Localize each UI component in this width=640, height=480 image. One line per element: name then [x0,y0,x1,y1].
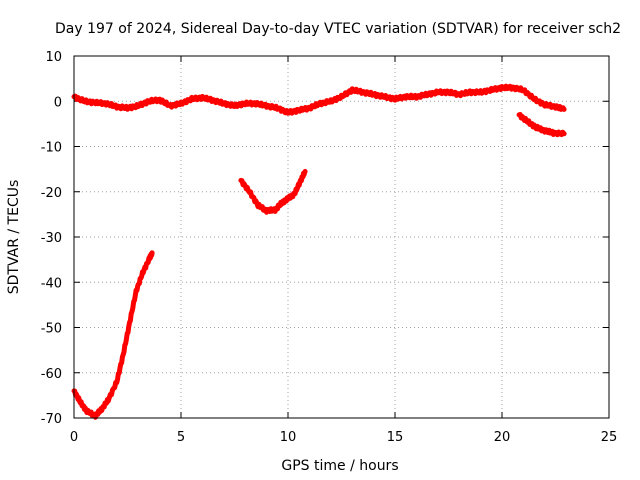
y-tick-label: -70 [41,412,62,427]
y-tick-label: -40 [41,276,62,291]
plot-frame [73,55,610,419]
series-line-track-4 [516,112,567,138]
y-tick-label: 0 [54,95,62,110]
series-line-track-2 [71,83,567,116]
y-tick-label: -60 [41,367,62,382]
series-line-track-1 [71,250,155,420]
y-tick-label: -20 [41,186,62,201]
chart-title: Day 197 of 2024, Sidereal Day-to-day VTE… [55,21,621,37]
x-tick-label: 5 [177,430,185,445]
y-tick-label: -10 [41,141,62,156]
series-line-track-3 [238,168,308,215]
y-tick-label: -50 [41,322,62,337]
x-tick-label: 10 [280,430,297,445]
x-tick-label: 25 [601,430,618,445]
x-axis-label: GPS time / hours [281,458,398,474]
y-tick-label: 10 [45,50,62,65]
y-tick-label: -30 [41,231,62,246]
grid-lines [74,56,609,418]
y-axis-label: SDTVAR / TECUs [6,180,22,295]
x-tick-label: 15 [387,430,404,445]
series-group [71,83,567,420]
x-tick-label: 20 [494,430,511,445]
x-tick-label: 0 [70,430,78,445]
